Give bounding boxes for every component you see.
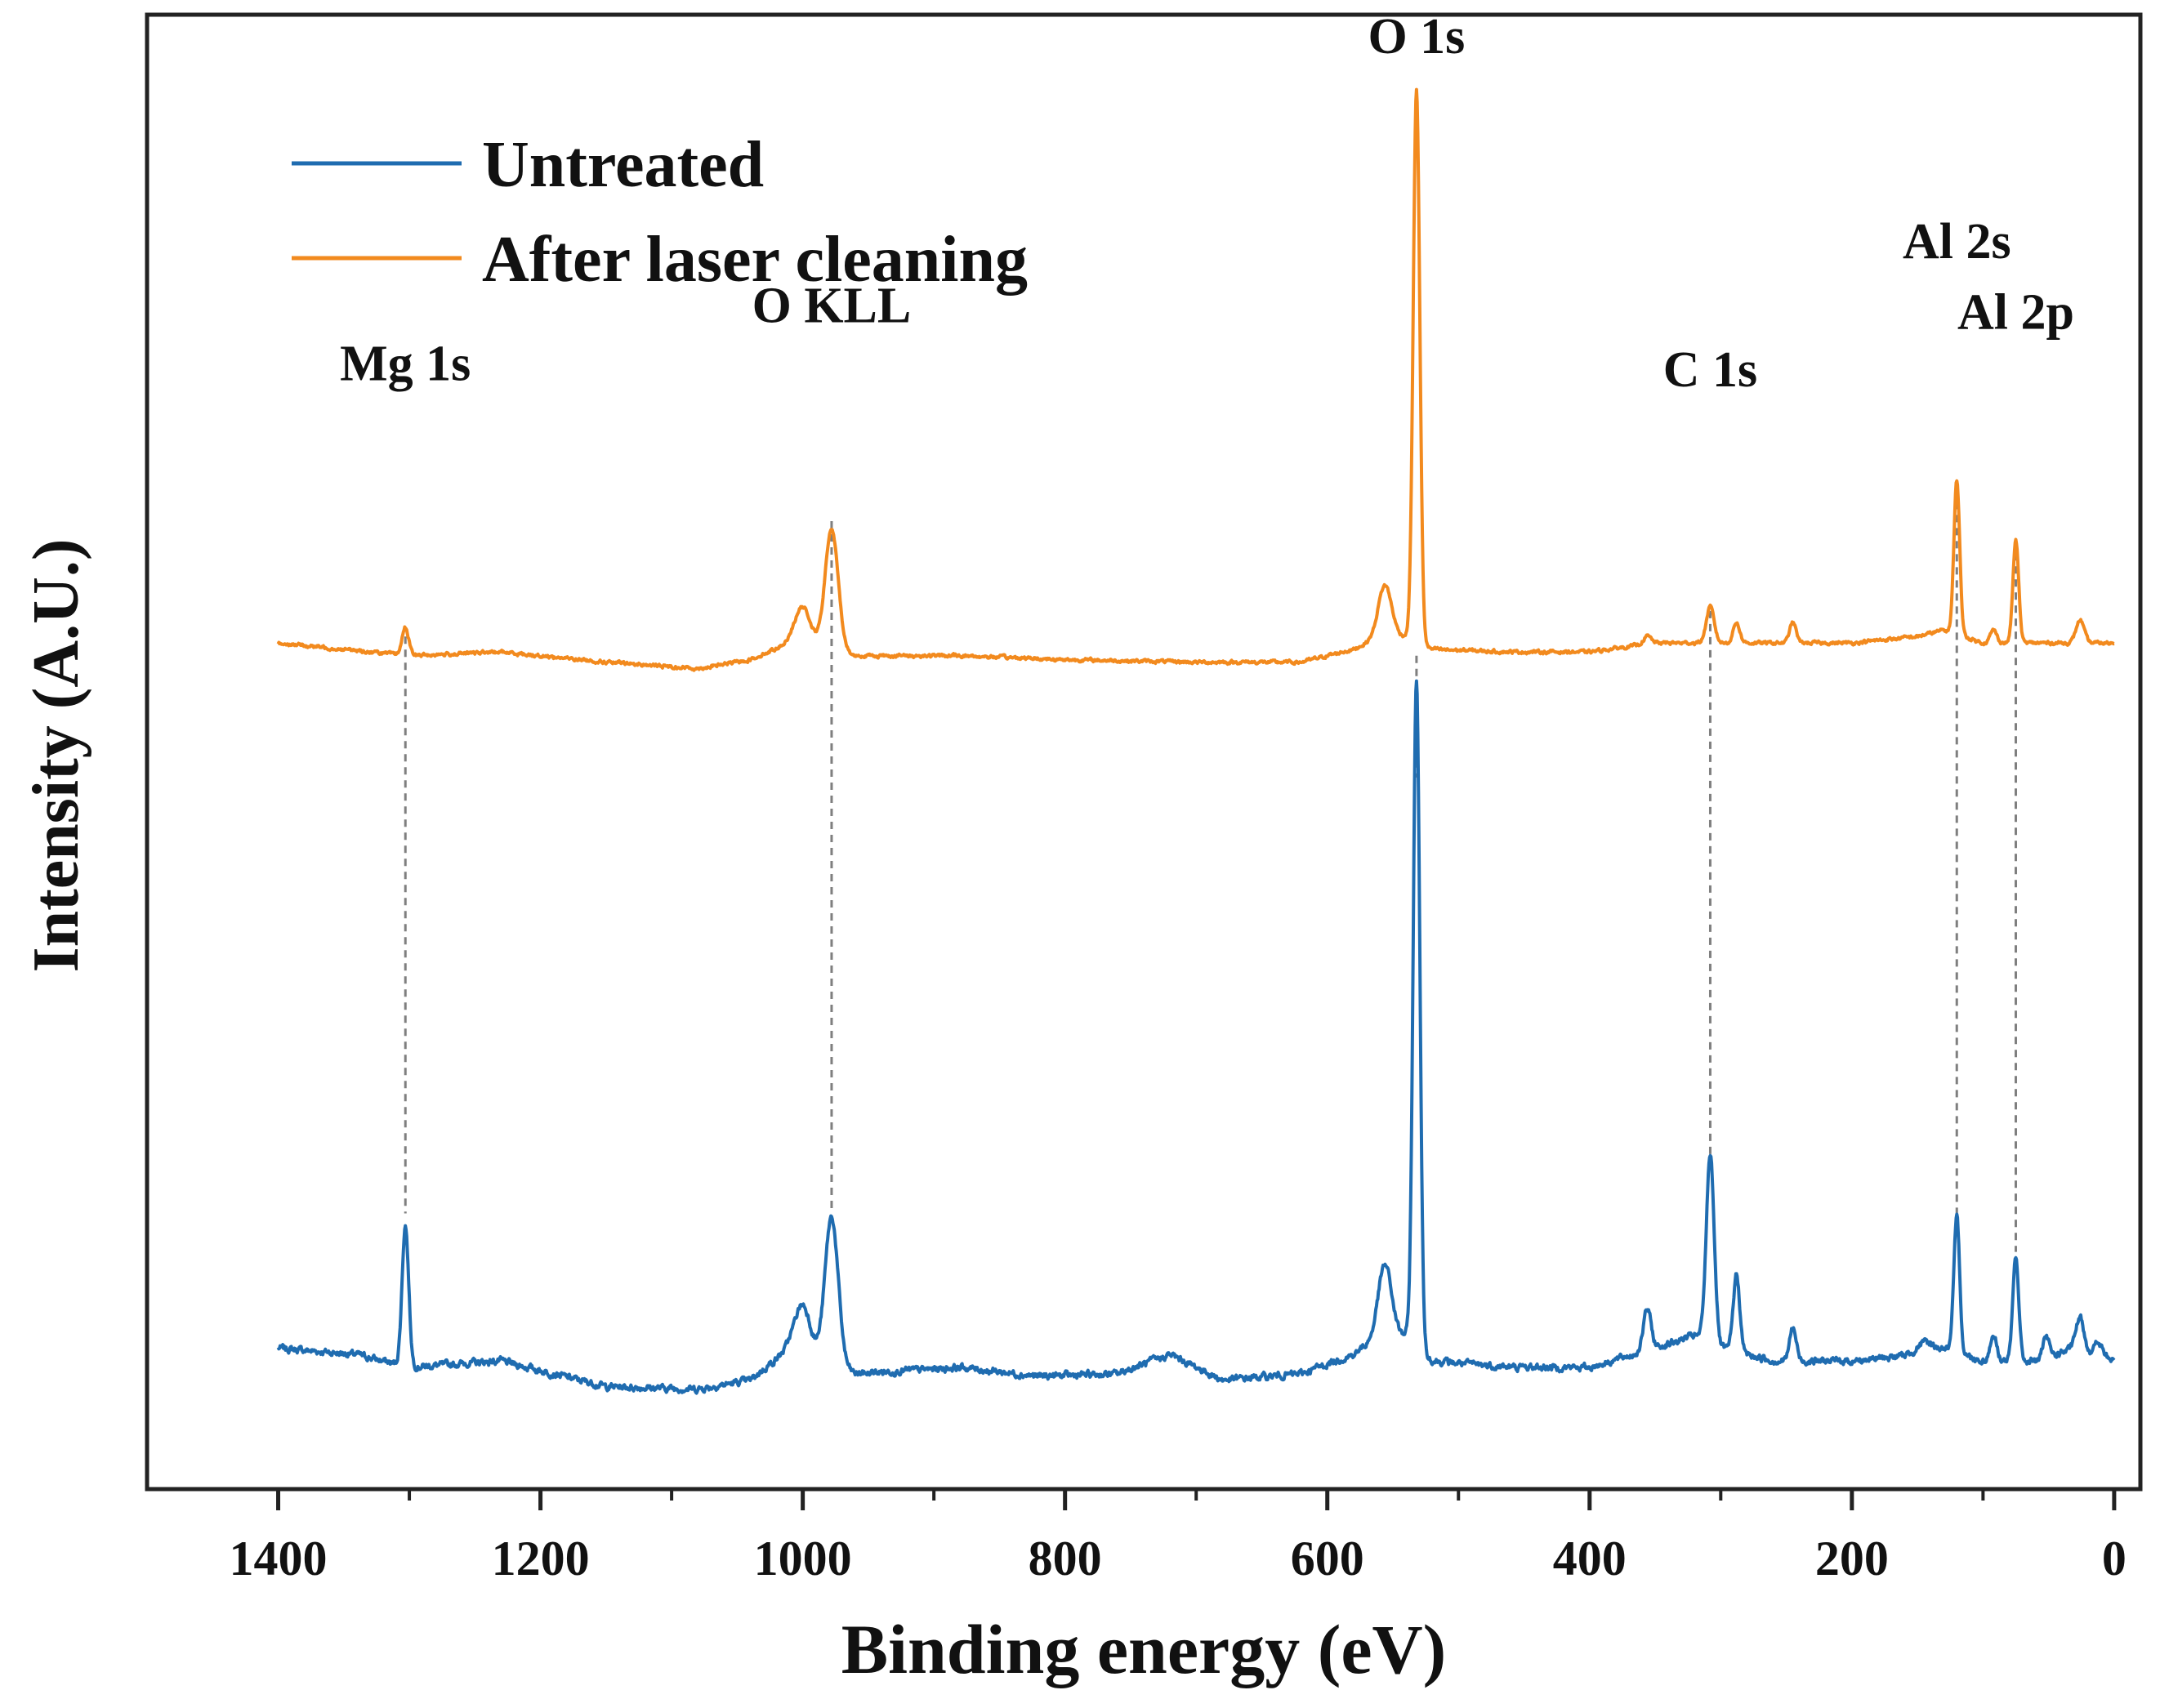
peak-guide-lines <box>404 502 2017 1252</box>
x-tick-label: 0 <box>2102 1532 2127 1585</box>
peak-label-o-1s: O 1s <box>1368 9 1465 65</box>
peak-label-al-2p: Al 2p <box>1957 285 2074 341</box>
peak-labels: Mg 1s O KLL O 1s C 1s Al 2s Al 2p <box>340 9 2074 398</box>
x-tick-label: 1000 <box>754 1532 852 1585</box>
x-tick-label: 800 <box>1029 1532 1102 1585</box>
x-axis-ticks: 1400 1200 1000 800 600 400 200 0 <box>230 1489 2127 1585</box>
peak-label-al-2s: Al 2s <box>1903 214 2011 270</box>
x-tick-label: 200 <box>1815 1532 1889 1585</box>
x-tick-label: 400 <box>1553 1532 1627 1585</box>
series-untreated <box>276 679 2116 1395</box>
peak-label-mg-1s: Mg 1s <box>340 336 471 391</box>
x-tick-label: 600 <box>1291 1532 1364 1585</box>
legend: Untreated After laser cleaning <box>292 129 1028 296</box>
legend-label-untreated: Untreated <box>482 129 764 201</box>
y-axis-title: Intensity (A.U.) <box>20 538 92 972</box>
x-tick-label: 1200 <box>492 1532 590 1585</box>
plot-frame <box>145 12 2143 1492</box>
spectra <box>276 87 2116 1395</box>
peak-label-o-kll: O KLL <box>752 279 912 334</box>
legend-label-after-laser-cleaning: After laser cleaning <box>482 224 1028 296</box>
peak-label-c-1s: C 1s <box>1663 342 1757 398</box>
x-axis-title: Binding energy (eV) <box>841 1610 1447 1688</box>
x-tick-label: 1400 <box>230 1532 328 1585</box>
series-after-laser-cleaning <box>276 87 2116 672</box>
